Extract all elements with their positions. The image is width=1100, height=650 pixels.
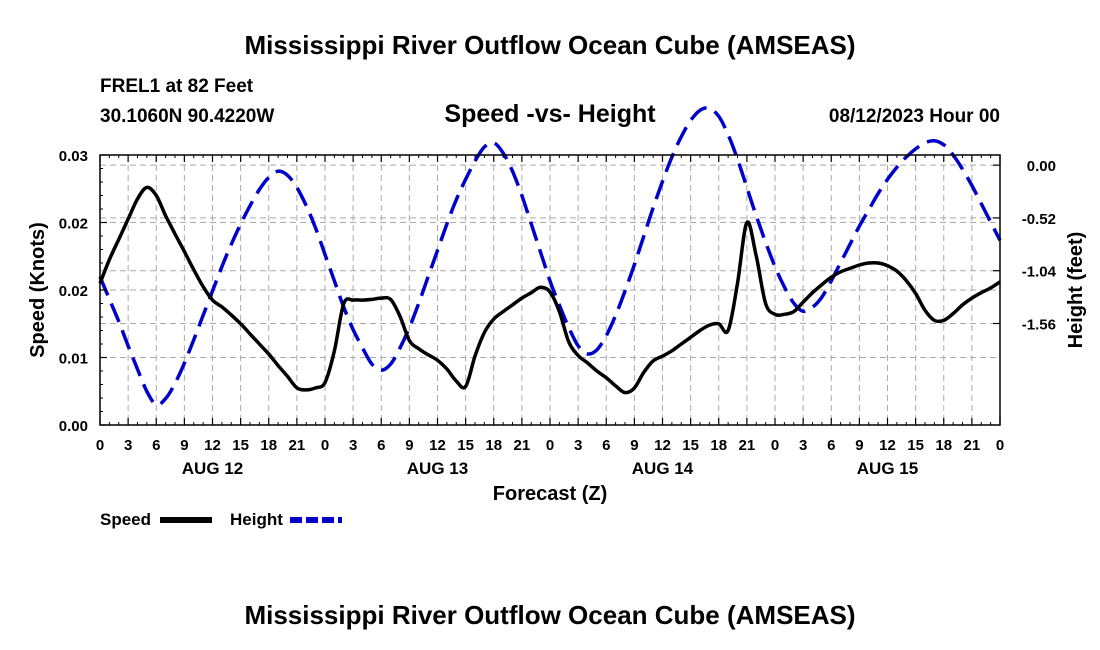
x-tick-label: 0 [996,437,1004,454]
day-labels: AUG 12 AUG 13 AUG 14 AUG 15 [182,459,918,478]
grid-lines [100,155,1000,425]
x-tick-label: 15 [232,437,249,454]
coordinates-label: 30.1060N 90.4220W [100,106,275,127]
main-title: Mississippi River Outflow Ocean Cube (AM… [244,30,856,60]
x-axis-ticks: 0 3 6 9 12 15 18 21 0 3 6 9 12 15 18 21 0 3 6 9 12 15 18 21 0 3 6 9… [96,155,1004,454]
y2-tick-label: -1.04 [1022,264,1057,281]
x-tick-label: 18 [710,437,727,454]
y-tick-label: 0.02 [59,216,88,233]
x-tick-label: 0 [96,437,104,454]
x-tick-label: 3 [574,437,582,454]
speed-line [98,185,1001,395]
x-tick-label: 0 [546,437,554,454]
x-tick-label: 9 [855,437,863,454]
day-label: AUG 15 [857,459,918,478]
y2-axis-ticks: 0.00 -0.52 -1.04 -1.56 [993,158,1057,333]
y2-tick-label: -0.52 [1022,211,1056,228]
x-tick-label: 6 [827,437,835,454]
y-tick-label: 0.02 [59,283,88,300]
x-tick-label: 15 [457,437,474,454]
chart-title: Speed -vs- Height [444,100,656,128]
y2-tick-label: -1.56 [1022,316,1056,333]
x-tick-label: 12 [204,437,221,454]
height-line [98,106,1002,407]
y-axis-label: Speed (Knots) [27,222,49,358]
x-tick-label: 0 [771,437,779,454]
x-tick-label: 6 [602,437,610,454]
x-tick-label: 3 [349,437,357,454]
x-tick-label: 18 [260,437,277,454]
x-tick-label: 18 [935,437,952,454]
x-tick-label: 12 [654,437,671,454]
footer-title: Mississippi River Outflow Ocean Cube (AM… [244,600,856,630]
x-tick-label: 6 [377,437,385,454]
x-tick-label: 15 [682,437,699,454]
x-tick-label: 21 [514,437,531,454]
station-label: FREL1 at 82 Feet [100,76,254,97]
y-tick-label: 0.00 [59,418,88,435]
speed-series [98,185,1001,395]
y-tick-label: 0.03 [59,148,88,165]
date-label: 08/12/2023 Hour 00 [828,106,1000,127]
x-tick-label: 15 [907,437,924,454]
x-tick-label: 21 [289,437,306,454]
y-axis-ticks: 0.00 0.01 0.02 0.02 0.03 [59,148,107,435]
x-tick-label: 9 [180,437,188,454]
x-tick-label: 9 [405,437,413,454]
x-tick-label: 3 [799,437,807,454]
y2-axis-label: Height (feet) [1065,232,1087,349]
x-tick-label: 0 [321,437,329,454]
y2-tick-label: 0.00 [1027,158,1056,175]
x-tick-label: 3 [124,437,132,454]
day-label: AUG 13 [407,459,468,478]
height-series [98,106,1002,407]
x-tick-label: 12 [429,437,446,454]
x-tick-label: 21 [739,437,756,454]
day-label: AUG 14 [632,459,694,478]
x-tick-label: 6 [152,437,160,454]
legend-speed-label: Speed [100,510,152,529]
y-tick-label: 0.01 [59,351,88,368]
legend-height-label: Height [230,510,283,529]
day-label: AUG 12 [182,459,243,478]
x-tick-label: 21 [964,437,981,454]
x-tick-label: 9 [630,437,638,454]
x-axis-label: Forecast (Z) [493,483,607,505]
x-tick-label: 18 [485,437,502,454]
x-tick-label: 12 [879,437,896,454]
